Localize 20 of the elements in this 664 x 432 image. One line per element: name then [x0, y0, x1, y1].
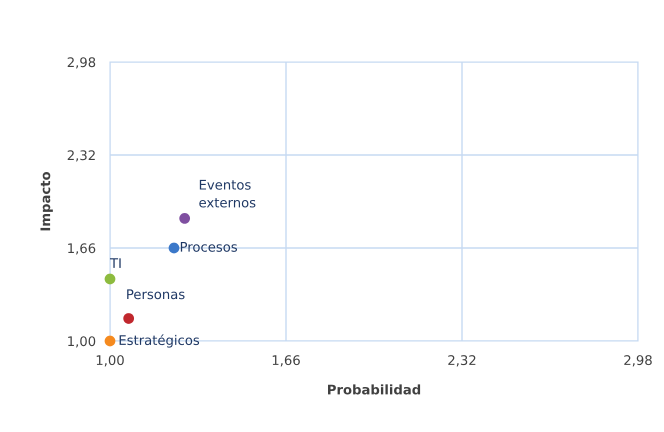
series-label: TI: [110, 258, 121, 268]
x-tick-label: 2,32: [448, 355, 476, 366]
series-label: Personas: [127, 289, 185, 300]
point: [179, 213, 190, 224]
y-tick-label: 1,66: [68, 243, 96, 255]
point: [104, 274, 116, 284]
y-axis-title: Impacto: [40, 172, 53, 230]
series-label: Estratégicos: [120, 334, 200, 348]
x-tick-label: 1,00: [96, 355, 124, 366]
series-label: Eventos externos: [199, 180, 256, 208]
x-tick-label: 2,98: [624, 355, 652, 366]
point: [168, 242, 180, 254]
point: [123, 313, 134, 324]
y-tick-label: 2,98: [68, 57, 96, 69]
y-tick-label: 2,32: [68, 150, 95, 162]
x-axis-title: Probabilidad: [328, 384, 420, 395]
series-label: Procesos: [180, 242, 238, 252]
y-tick-label: 1,00: [68, 336, 96, 348]
point: [104, 336, 116, 346]
x-tick-label: 1,66: [272, 355, 300, 366]
